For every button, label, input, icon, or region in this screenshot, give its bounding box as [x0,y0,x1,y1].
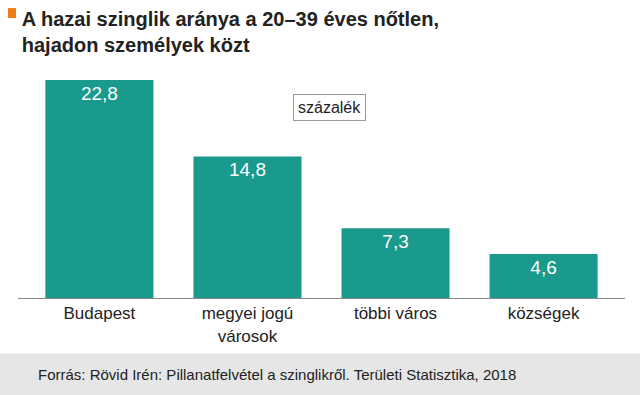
svg-text:A hazai szinglik aránya a 20–3: A hazai szinglik aránya a 20–39 éves nőt… [22,8,439,56]
svg-text:22,8: 22,8 [81,83,118,104]
svg-text:községek: községek [508,304,580,323]
svg-text:Budapest: Budapest [64,304,136,323]
svg-text:4,6: 4,6 [530,257,556,278]
svg-text:14,8: 14,8 [229,159,266,180]
svg-text:többi város: többi város [354,304,437,323]
svg-text:megyei jogúvárosok: megyei jogúvárosok [202,304,294,345]
svg-text:Forrás: Rövid Irén: Pillanatfe: Forrás: Rövid Irén: Pillanatfelvétel a s… [38,366,516,383]
svg-text:százalék: százalék [298,99,361,116]
svg-text:7,3: 7,3 [382,231,408,252]
